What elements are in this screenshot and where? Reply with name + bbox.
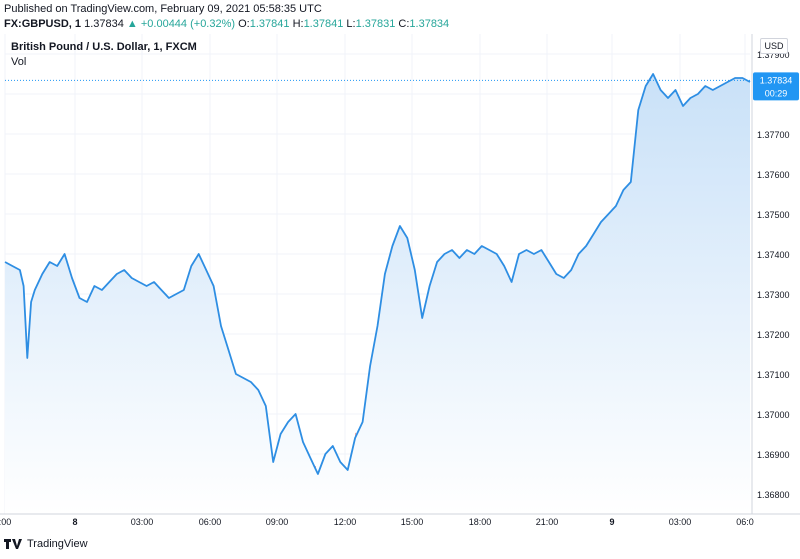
legend-title: British Pound / U.S. Dollar, 1, FXCM: [11, 41, 197, 53]
tradingview-logo-icon: [4, 539, 22, 549]
up-arrow-icon: ▲: [126, 18, 138, 30]
y-tick-label: 1.37500: [757, 210, 790, 220]
symbol-label: FX:GBPUSD, 1: [4, 18, 82, 30]
footer: TradingView: [4, 538, 88, 550]
volume-legend: Vol: [11, 56, 27, 68]
price-tag: [753, 72, 799, 101]
published-note: Published on TradingView.com, February 0…: [4, 3, 322, 15]
y-tick-label: 1.37600: [757, 170, 790, 180]
x-tick-label: 06:00: [199, 517, 222, 527]
x-tick-label: 12:00: [334, 517, 357, 527]
open-value: 1.37841: [249, 18, 290, 30]
footer-brand: TradingView: [27, 538, 88, 550]
x-tick-label: 18:00: [469, 517, 492, 527]
change-value: +0.00444 (+0.32%): [140, 18, 236, 30]
close-value: 1.37834: [409, 18, 450, 30]
y-tick-label: 1.36800: [757, 490, 790, 500]
y-tick-label: 1.37900: [757, 50, 790, 60]
price-tag-countdown: 00:29: [765, 88, 788, 98]
x-tick-label: 9: [609, 517, 614, 527]
price-tag-value: 1.37834: [760, 75, 793, 85]
y-tick-label: 1.37000: [757, 410, 790, 420]
chart-legend: British Pound / U.S. Dollar, 1, FXCM Vol: [11, 40, 197, 70]
price-area: [5, 74, 750, 514]
y-tick-label: 1.36900: [757, 450, 790, 460]
x-tick-label: 8: [72, 517, 77, 527]
x-tick-label: :00: [0, 517, 11, 527]
open-label: O:: [238, 18, 250, 30]
currency-button[interactable]: USD: [760, 38, 788, 54]
y-tick-label: 1.37300: [757, 290, 790, 300]
low-label: L:: [346, 18, 356, 30]
y-tick-label: 1.37100: [757, 370, 790, 380]
x-tick-label: 03:00: [131, 517, 154, 527]
price-line: [4, 73, 751, 475]
last-price: 1.37834: [84, 18, 124, 30]
close-label: C:: [398, 18, 410, 30]
x-tick-label: 21:00: [536, 517, 559, 527]
y-tick-label: 1.37200: [757, 330, 790, 340]
high-label: H:: [292, 18, 304, 30]
x-tick-label: 06:0: [736, 517, 754, 527]
high-value: 1.37841: [303, 18, 344, 30]
y-tick-label: 1.37700: [757, 130, 790, 140]
ohlc-header: FX:GBPUSD, 1 1.37834 ▲ +0.00444 (+0.32%)…: [4, 18, 449, 30]
x-tick-label: 09:00: [266, 517, 289, 527]
y-tick-label: 1.37400: [757, 250, 790, 260]
x-tick-label: 15:00: [401, 517, 424, 527]
x-tick-label: 03:00: [669, 517, 692, 527]
low-value: 1.37831: [355, 18, 396, 30]
